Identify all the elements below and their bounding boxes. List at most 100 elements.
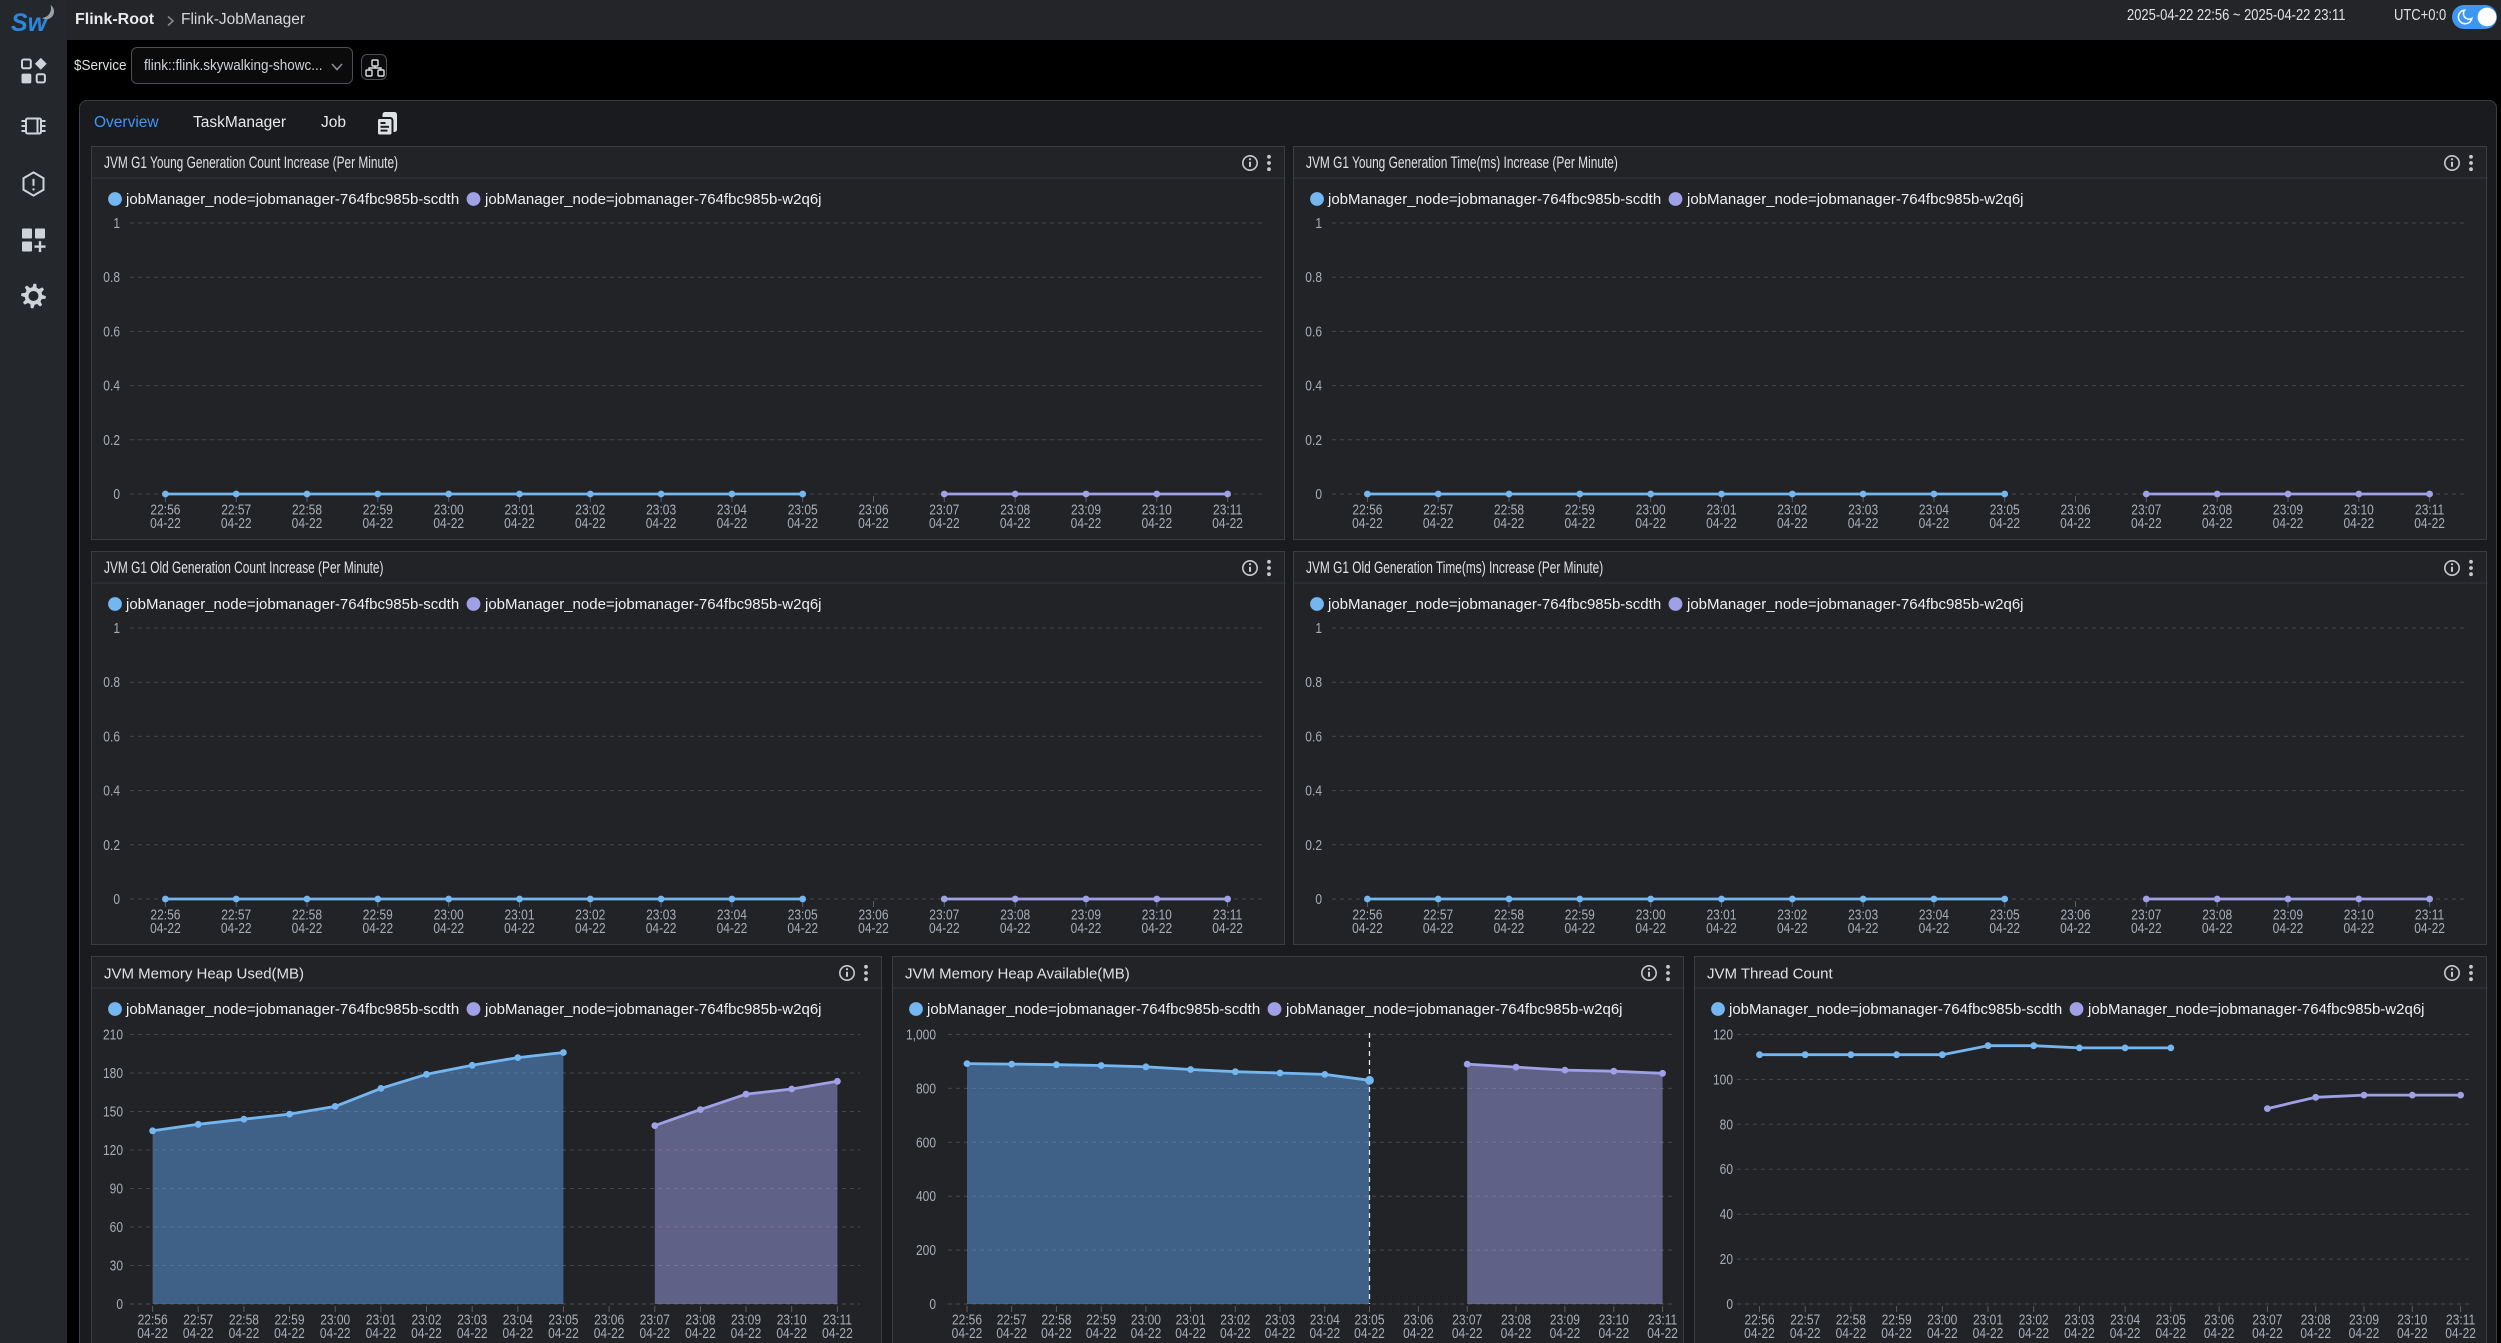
svg-text:23:10: 23:10 xyxy=(1142,906,1172,923)
svg-text:04-22: 04-22 xyxy=(433,920,464,937)
svg-text:23:06: 23:06 xyxy=(858,906,888,923)
svg-text:23:05: 23:05 xyxy=(1990,906,2020,923)
svg-text:23:08: 23:08 xyxy=(2202,906,2232,923)
svg-text:120: 120 xyxy=(1713,1026,1733,1043)
svg-text:04-22: 04-22 xyxy=(2397,1325,2428,1342)
svg-text:04-22: 04-22 xyxy=(2445,1325,2476,1342)
svg-text:jobManager_node=jobmanager-764: jobManager_node=jobmanager-764fbc985b-w2… xyxy=(2087,1001,2425,1018)
svg-text:23:10: 23:10 xyxy=(1599,1311,1629,1328)
svg-text:200: 200 xyxy=(916,1242,936,1259)
svg-text:23:02: 23:02 xyxy=(1220,1311,1250,1328)
svg-text:04-22: 04-22 xyxy=(1494,920,1525,937)
svg-text:23:01: 23:01 xyxy=(1706,906,1736,923)
svg-text:0: 0 xyxy=(1315,486,1322,503)
svg-text:04-22: 04-22 xyxy=(274,1325,305,1342)
svg-text:22:57: 22:57 xyxy=(221,501,251,518)
svg-text:23:10: 23:10 xyxy=(2344,906,2374,923)
svg-text:23:07: 23:07 xyxy=(1452,1311,1482,1328)
svg-text:60: 60 xyxy=(1720,1161,1734,1178)
svg-text:23:11: 23:11 xyxy=(1213,906,1242,923)
svg-text:04-22: 04-22 xyxy=(2414,920,2445,937)
svg-text:23:00: 23:00 xyxy=(1636,906,1666,923)
svg-text:23:02: 23:02 xyxy=(575,906,605,923)
svg-text:04-22: 04-22 xyxy=(1501,1325,1532,1342)
svg-text:23:04: 23:04 xyxy=(503,1311,533,1328)
svg-text:23:03: 23:03 xyxy=(1848,906,1878,923)
svg-text:04-22: 04-22 xyxy=(548,1325,579,1342)
svg-text:0.6: 0.6 xyxy=(1305,323,1322,340)
svg-text:0: 0 xyxy=(1726,1296,1733,1313)
svg-text:23:06: 23:06 xyxy=(858,501,888,518)
svg-text:22:58: 22:58 xyxy=(1494,906,1524,923)
svg-text:04-22: 04-22 xyxy=(1131,1325,1162,1342)
svg-text:0.6: 0.6 xyxy=(103,728,120,745)
svg-text:23:10: 23:10 xyxy=(2397,1311,2427,1328)
svg-text:jobManager_node=jobmanager-764: jobManager_node=jobmanager-764fbc985b-sc… xyxy=(125,191,459,208)
svg-text:23:09: 23:09 xyxy=(2273,501,2303,518)
svg-text:23:03: 23:03 xyxy=(646,906,676,923)
svg-text:04-22: 04-22 xyxy=(1423,920,1454,937)
svg-text:04-22: 04-22 xyxy=(575,920,606,937)
svg-text:22:56: 22:56 xyxy=(952,1311,982,1328)
svg-text:04-22: 04-22 xyxy=(929,515,960,532)
svg-text:04-22: 04-22 xyxy=(1452,1325,1483,1342)
svg-text:04-22: 04-22 xyxy=(150,920,181,937)
svg-text:JVM G1 Old Generation Time(ms): JVM G1 Old Generation Time(ms) Increase … xyxy=(1306,559,1603,578)
svg-text:22:58: 22:58 xyxy=(1836,1311,1866,1328)
svg-text:22:56: 22:56 xyxy=(1352,906,1382,923)
svg-text:jobManager_node=jobmanager-764: jobManager_node=jobmanager-764fbc985b-sc… xyxy=(125,596,459,613)
svg-text:23:06: 23:06 xyxy=(2204,1311,2234,1328)
svg-text:04-22: 04-22 xyxy=(2414,515,2445,532)
svg-text:23:07: 23:07 xyxy=(640,1311,670,1328)
svg-text:23:08: 23:08 xyxy=(685,1311,715,1328)
svg-text:22:59: 22:59 xyxy=(363,501,393,518)
svg-text:22:56: 22:56 xyxy=(150,906,180,923)
svg-text:jobManager_node=jobmanager-764: jobManager_node=jobmanager-764fbc985b-sc… xyxy=(125,1001,459,1018)
svg-text:04-22: 04-22 xyxy=(858,515,889,532)
svg-text:23:00: 23:00 xyxy=(1636,501,1666,518)
svg-text:23:09: 23:09 xyxy=(2273,906,2303,923)
svg-text:22:57: 22:57 xyxy=(997,1311,1027,1328)
svg-text:04-22: 04-22 xyxy=(433,515,464,532)
svg-text:0: 0 xyxy=(929,1296,936,1313)
svg-text:0.4: 0.4 xyxy=(1305,782,1322,799)
svg-text:04-22: 04-22 xyxy=(457,1325,488,1342)
svg-text:04-22: 04-22 xyxy=(150,515,181,532)
svg-text:04-22: 04-22 xyxy=(2155,1325,2186,1342)
svg-text:23:06: 23:06 xyxy=(1403,1311,1433,1328)
svg-text:1,000: 1,000 xyxy=(906,1026,936,1043)
svg-text:04-22: 04-22 xyxy=(822,1325,853,1342)
svg-text:600: 600 xyxy=(916,1134,936,1151)
svg-text:20: 20 xyxy=(1720,1251,1734,1268)
svg-text:04-22: 04-22 xyxy=(2018,1325,2049,1342)
svg-text:22:58: 22:58 xyxy=(1041,1311,1071,1328)
svg-text:1: 1 xyxy=(1315,620,1322,637)
svg-text:04-22: 04-22 xyxy=(183,1325,214,1342)
svg-text:22:59: 22:59 xyxy=(1565,501,1595,518)
svg-text:23:07: 23:07 xyxy=(2131,501,2161,518)
svg-text:04-22: 04-22 xyxy=(1564,515,1595,532)
svg-text:jobManager_node=jobmanager-764: jobManager_node=jobmanager-764fbc985b-sc… xyxy=(1728,1001,2062,1018)
svg-text:23:00: 23:00 xyxy=(1131,1311,1161,1328)
svg-text:04-22: 04-22 xyxy=(411,1325,442,1342)
svg-text:04-22: 04-22 xyxy=(1973,1325,2004,1342)
svg-text:23:04: 23:04 xyxy=(1919,906,1949,923)
svg-text:04-22: 04-22 xyxy=(1041,1325,1072,1342)
svg-text:23:00: 23:00 xyxy=(434,501,464,518)
svg-text:JVM Memory Heap Available(MB): JVM Memory Heap Available(MB) xyxy=(905,966,1130,983)
svg-text:04-22: 04-22 xyxy=(362,920,393,937)
svg-text:04-22: 04-22 xyxy=(1635,515,1666,532)
svg-text:22:58: 22:58 xyxy=(292,906,322,923)
svg-text:04-22: 04-22 xyxy=(1212,920,1243,937)
svg-text:04-22: 04-22 xyxy=(320,1325,351,1342)
svg-text:04-22: 04-22 xyxy=(362,515,393,532)
svg-text:23:04: 23:04 xyxy=(717,906,747,923)
svg-text:04-22: 04-22 xyxy=(1635,920,1666,937)
svg-text:90: 90 xyxy=(110,1180,124,1197)
svg-text:23:05: 23:05 xyxy=(788,906,818,923)
svg-text:JVM G1 Old Generation Count In: JVM G1 Old Generation Count Increase (Pe… xyxy=(104,559,383,578)
svg-text:0.2: 0.2 xyxy=(103,837,120,854)
svg-text:04-22: 04-22 xyxy=(639,1325,670,1342)
svg-text:04-22: 04-22 xyxy=(1354,1325,1385,1342)
svg-text:04-22: 04-22 xyxy=(2064,1325,2095,1342)
